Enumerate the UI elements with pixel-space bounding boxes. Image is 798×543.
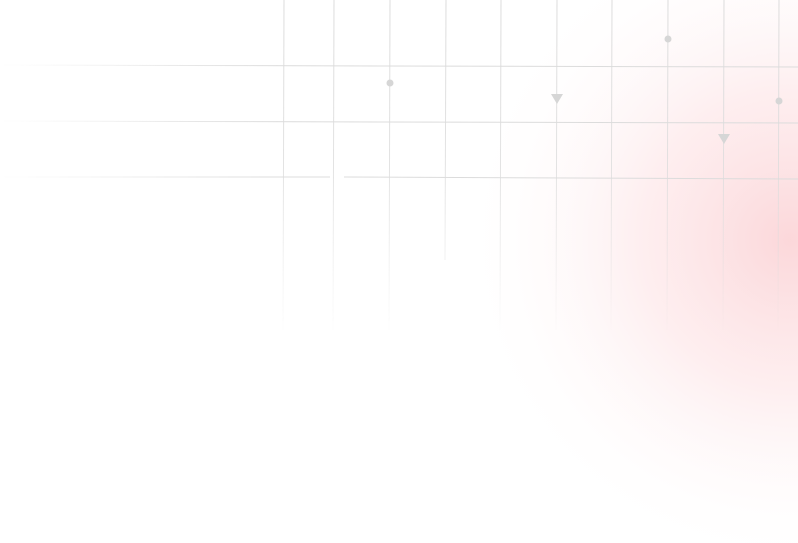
triangle [718, 134, 730, 144]
grid-line [388, 0, 391, 331]
grid-line [444, 0, 447, 261]
grid-line [555, 0, 558, 331]
dot [775, 97, 783, 105]
grid-line [0, 120, 798, 124]
grid-line [722, 0, 725, 331]
horizontal-grid [0, 64, 798, 180]
grid-line [666, 0, 669, 331]
dot [386, 79, 394, 87]
grid-line [499, 0, 502, 331]
grid-line [0, 64, 798, 68]
grid-line [777, 0, 780, 331]
grid-line [282, 0, 285, 331]
grid-line [343, 176, 798, 180]
dot [664, 35, 672, 43]
grid-line [610, 0, 613, 331]
grid-line [332, 0, 335, 331]
vertical-grid [282, 0, 780, 331]
triangle [551, 94, 563, 104]
